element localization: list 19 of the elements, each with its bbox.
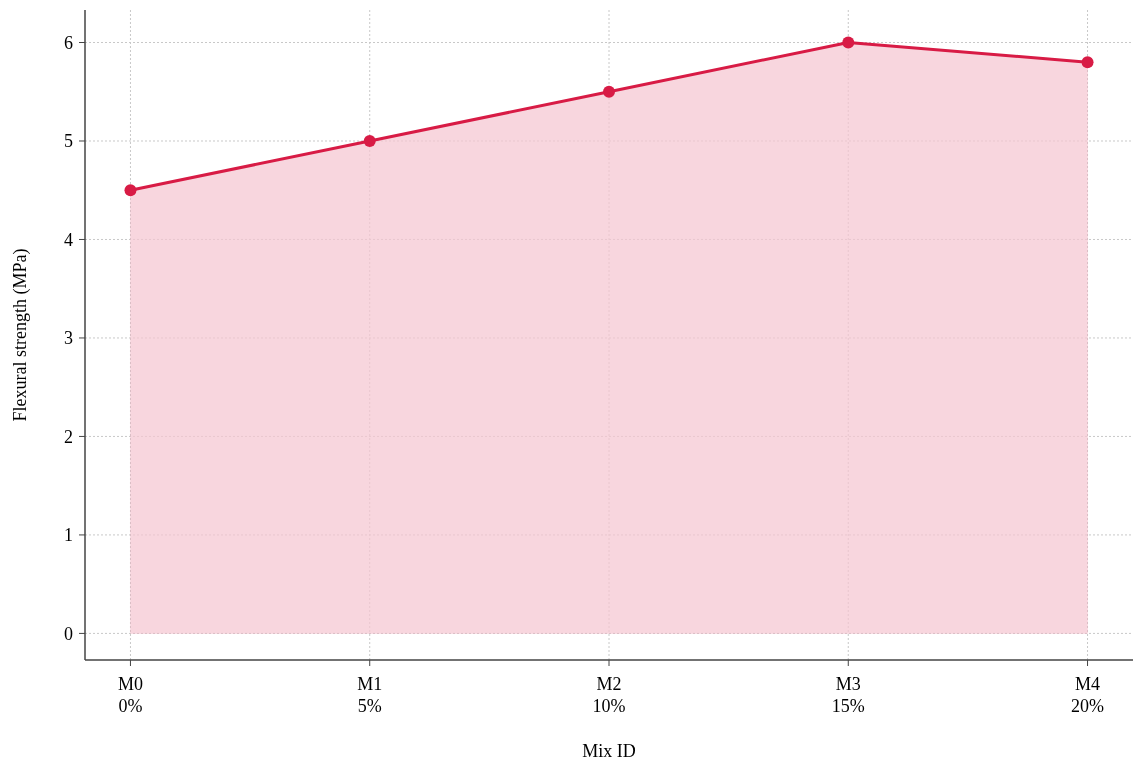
y-tick-label: 2 — [64, 426, 73, 447]
y-tick-label: 4 — [64, 229, 73, 250]
point — [1081, 56, 1094, 69]
y-tick-label: 0 — [64, 623, 73, 644]
y-axis-title: Flexural strength (MPa) — [10, 248, 31, 422]
x-tick-label: M1 5% — [357, 674, 383, 716]
x-tick-label: M2 10% — [592, 674, 626, 716]
point — [363, 134, 376, 147]
x-axis-title: Mix ID — [582, 741, 636, 761]
point — [603, 85, 615, 98]
y-tick-label: 3 — [64, 328, 73, 349]
x-tick-label: M4 20% — [1071, 674, 1105, 716]
x-tick-label: M3 15% — [831, 674, 865, 716]
point — [124, 184, 137, 197]
x-tick-label: M0 0% — [117, 674, 143, 716]
y-tick-label: 6 — [64, 32, 73, 53]
y-tick-label: 5 — [64, 131, 73, 152]
y-tick-label: 1 — [64, 525, 73, 546]
point — [842, 36, 855, 49]
